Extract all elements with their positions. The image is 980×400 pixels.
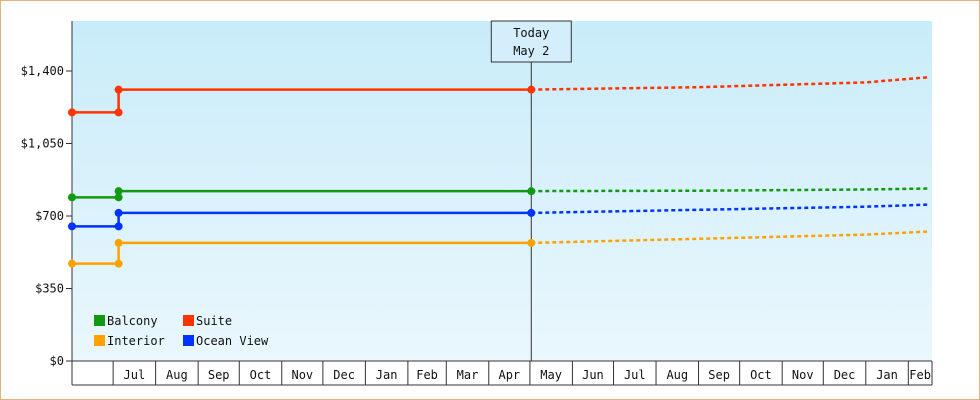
- x-tick-label: Feb: [416, 368, 438, 382]
- legend-swatch: [94, 335, 105, 346]
- series-point: [114, 193, 123, 202]
- series-point: [68, 259, 76, 268]
- y-tick-label: $0: [50, 354, 64, 368]
- legend-swatch: [94, 315, 105, 326]
- today-box: [490, 20, 572, 63]
- x-tick-label: Apr: [498, 368, 520, 382]
- y-tick-label: $1,050: [21, 137, 64, 151]
- today-label: Today: [513, 26, 549, 40]
- y-tick-label: $350: [35, 282, 64, 296]
- series-point: [114, 187, 123, 196]
- series-point: [527, 187, 536, 196]
- series-ocean-view: [68, 203, 930, 231]
- series-forecast-line: [531, 230, 930, 245]
- series-forecast-line: [531, 75, 930, 91]
- legend: Balcony Suite Interior Ocean View: [94, 314, 269, 348]
- series-suite: [68, 75, 930, 117]
- series-point: [527, 238, 536, 247]
- series-point: [114, 85, 123, 94]
- x-tick-label: Jan: [876, 368, 898, 382]
- y-axis: $0 $350 $700 $1,050 $1,400: [21, 21, 73, 368]
- x-tick-label: Aug: [666, 368, 688, 382]
- x-tick-label: Jul: [124, 368, 146, 382]
- series-point: [114, 108, 123, 117]
- series-point: [114, 259, 123, 268]
- x-axis: Jul Aug Sep Oct Nov Dec Jan Feb Mar Apr May Jun Jul A…: [71, 360, 933, 386]
- series-history-line: [72, 211, 532, 228]
- x-tick-label: Aug: [166, 368, 188, 382]
- series-point: [114, 238, 123, 247]
- x-tick-label: Nov: [291, 368, 313, 382]
- series-history-line: [72, 241, 532, 265]
- x-tick-label: Oct: [750, 368, 772, 382]
- series-point: [68, 222, 76, 231]
- series-forecast-line: [531, 203, 930, 215]
- x-tick-label: Sep: [708, 368, 730, 382]
- x-tick-label: May: [540, 368, 562, 382]
- series-lines: [68, 75, 930, 268]
- x-tick-label: Mar: [457, 368, 479, 382]
- x-tick-label: Oct: [250, 368, 272, 382]
- legend-label: Interior: [107, 334, 165, 348]
- legend-label: Ocean View: [196, 334, 269, 348]
- x-tick-label: Dec: [834, 368, 856, 382]
- series-balcony: [68, 187, 930, 202]
- series-forecast-line: [531, 187, 930, 193]
- y-tick-label: $700: [35, 209, 64, 223]
- x-tick-label: Jul: [624, 368, 646, 382]
- series-point: [68, 108, 76, 117]
- series-point: [527, 85, 536, 94]
- series-point: [114, 208, 123, 217]
- x-tick-label: Nov: [792, 368, 814, 382]
- x-tick-label: Feb: [909, 368, 931, 382]
- legend-swatch: [183, 315, 194, 326]
- legend-swatch: [183, 335, 194, 346]
- x-tick-label: Jan: [376, 368, 398, 382]
- series-point: [114, 222, 123, 231]
- x-tick-label: Sep: [208, 368, 230, 382]
- series-point: [68, 193, 76, 202]
- x-tick-label: Dec: [333, 368, 355, 382]
- legend-label: Balcony: [107, 314, 158, 328]
- y-tick-label: $1,400: [21, 64, 64, 78]
- x-tick-label: Jun: [582, 368, 604, 382]
- legend-label: Suite: [196, 314, 232, 328]
- today-date: May 2: [513, 44, 549, 58]
- series-interior: [68, 230, 930, 268]
- series-history-line: [72, 88, 532, 114]
- series-point: [527, 208, 536, 217]
